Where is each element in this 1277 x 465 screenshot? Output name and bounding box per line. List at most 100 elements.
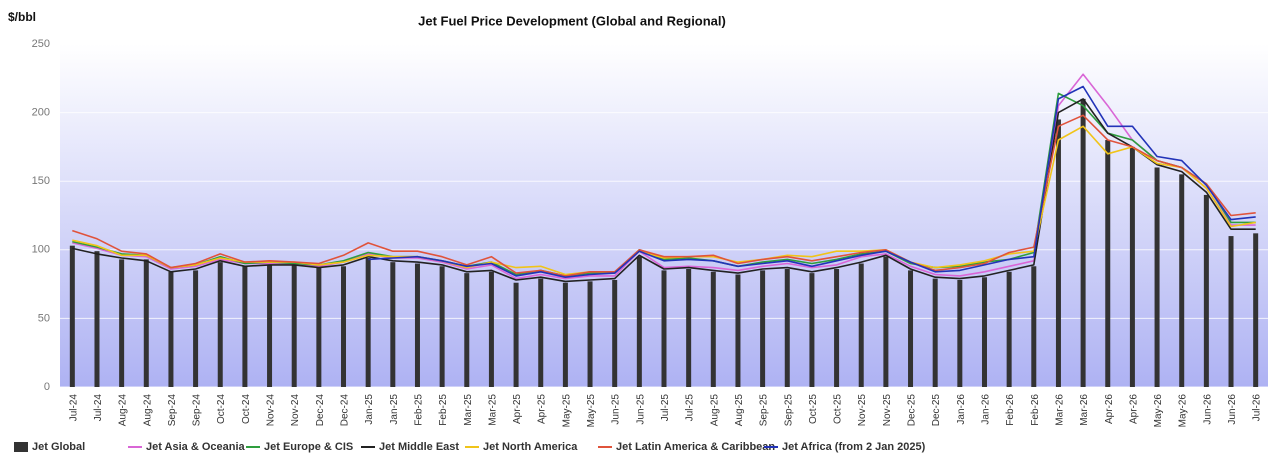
bar — [735, 274, 741, 387]
bar — [193, 270, 199, 387]
x-tick-label: Jun-26 — [1202, 394, 1213, 425]
x-tick-label: Sep-25 — [759, 394, 770, 427]
bar — [981, 277, 987, 387]
bar — [1129, 146, 1135, 387]
x-tick-label: Jan-26 — [956, 394, 967, 425]
bar — [217, 262, 223, 387]
x-tick-label: Jul-25 — [685, 394, 696, 422]
bar — [242, 266, 248, 387]
legend-label: Jet North America — [483, 441, 578, 453]
line-series — [72, 73, 1256, 280]
x-tick-label: Jul-24 — [68, 394, 79, 422]
x-tick-label: Feb-26 — [1030, 394, 1041, 426]
line-series — [368, 85, 1256, 278]
bar — [858, 263, 864, 387]
x-tick-label: Dec-25 — [931, 394, 942, 427]
bar — [69, 245, 75, 387]
bar — [513, 282, 519, 387]
x-tick-label: Oct-25 — [808, 394, 819, 424]
x-tick-label: Jan-26 — [980, 394, 991, 425]
x-tick-label: Mar-25 — [487, 394, 498, 426]
bar — [612, 279, 618, 387]
y-axis-label: $/bbl — [8, 10, 36, 24]
x-tick-label: Jan-25 — [389, 394, 400, 425]
bar — [414, 263, 420, 387]
legend-label: Jet Global — [32, 441, 85, 453]
bar — [760, 270, 766, 387]
x-tick-label: Mar-26 — [1054, 394, 1065, 426]
x-tick-label: Dec-25 — [907, 394, 918, 427]
x-tick-label: Feb-25 — [413, 394, 424, 426]
bar — [883, 256, 889, 387]
legend-label: Jet Africa (from 2 Jan 2025) — [782, 441, 926, 453]
y-tick-label: 200 — [32, 107, 50, 119]
x-tick-label: Mar-25 — [463, 394, 474, 426]
x-tick-label: Nov-24 — [266, 394, 277, 427]
bar — [143, 259, 149, 387]
bar — [1154, 167, 1160, 387]
x-tick-label: Jun-25 — [611, 394, 622, 425]
x-tick-label: May-25 — [586, 394, 597, 428]
bar — [464, 273, 470, 387]
bar — [267, 264, 273, 387]
bar — [168, 271, 174, 387]
line-series — [72, 98, 1256, 283]
x-tick-label: Nov-24 — [290, 394, 301, 427]
x-tick-label: Sep-24 — [192, 394, 203, 427]
legend-label: Jet Asia & Oceania — [146, 441, 246, 453]
bar — [341, 266, 347, 387]
x-tick-label: Feb-26 — [1005, 394, 1016, 426]
y-tick-label: 250 — [32, 38, 50, 50]
bar — [538, 278, 544, 387]
bar — [291, 264, 297, 387]
bar — [908, 270, 914, 387]
bar — [710, 271, 716, 387]
x-tick-label: Dec-24 — [315, 394, 326, 427]
x-tick-label: Jul-25 — [660, 394, 671, 422]
bar — [784, 269, 790, 387]
y-tick-label: 0 — [44, 381, 50, 393]
bar — [94, 251, 100, 387]
x-tick-label: Aug-25 — [709, 394, 720, 427]
bar — [661, 270, 667, 387]
bar — [1253, 233, 1259, 387]
x-tick-label: Aug-25 — [734, 394, 745, 427]
bar — [932, 278, 938, 387]
x-tick-label: Sep-24 — [167, 394, 178, 427]
bar — [686, 269, 692, 387]
x-tick-label: Feb-25 — [438, 394, 449, 426]
x-tick-label: Sep-25 — [783, 394, 794, 427]
legend-swatch — [14, 442, 28, 452]
bar — [1228, 236, 1234, 387]
x-tick-label: Apr-26 — [1104, 394, 1115, 424]
bar — [1080, 98, 1086, 387]
x-tick-label: Jan-25 — [364, 394, 375, 425]
bar — [587, 281, 593, 387]
bar — [1006, 271, 1012, 387]
x-tick-label: Aug-24 — [118, 394, 129, 427]
x-tick-label: Jun-25 — [635, 394, 646, 425]
bar — [365, 258, 371, 387]
y-tick-label: 100 — [32, 244, 50, 256]
bar — [1105, 140, 1111, 387]
y-tick-label: 150 — [32, 175, 50, 187]
x-tick-label: Apr-25 — [512, 394, 523, 424]
bar — [1055, 119, 1061, 388]
bar — [636, 256, 642, 387]
chart-title: Jet Fuel Price Development (Global and R… — [418, 13, 726, 28]
bar — [1203, 194, 1209, 387]
legend-label: Jet Latin America & Caribbean — [616, 441, 775, 453]
x-tick-label: May-25 — [561, 394, 572, 428]
bar — [488, 271, 494, 387]
bar — [119, 259, 125, 387]
x-tick-label: Oct-24 — [216, 394, 227, 424]
line-series — [72, 125, 1256, 276]
x-tick-label: Jul-24 — [93, 394, 104, 422]
x-tick-label: Dec-24 — [340, 394, 351, 427]
legend-label: Jet Middle East — [379, 441, 459, 453]
x-tick-label: May-26 — [1178, 394, 1189, 428]
x-tick-label: Oct-25 — [833, 394, 844, 424]
x-tick-label: Jul-26 — [1252, 394, 1263, 422]
bar — [957, 279, 963, 387]
